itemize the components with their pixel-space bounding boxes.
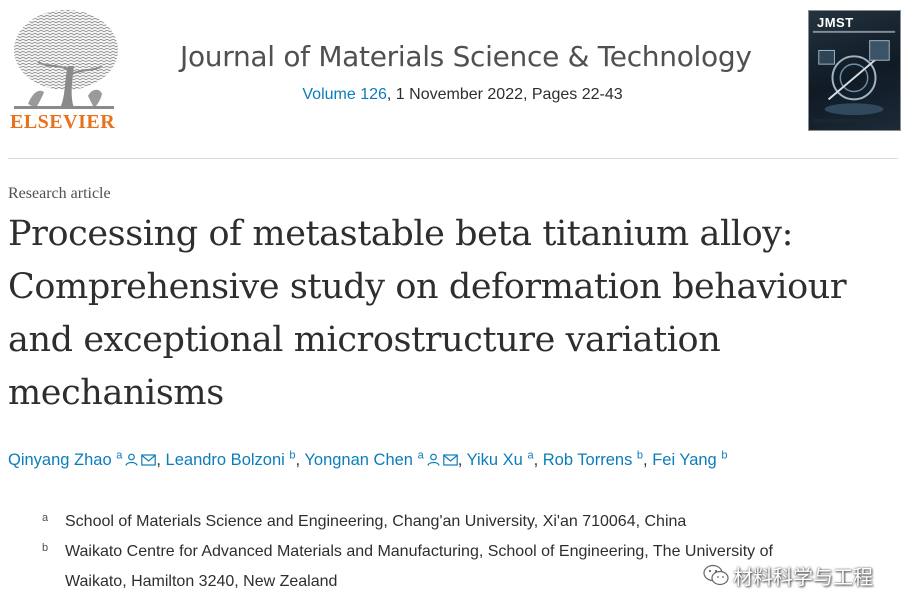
author-link[interactable]: Fei Yang b — [652, 449, 728, 469]
author-name: Rob Torrens — [542, 451, 633, 469]
journal-cover[interactable]: JMST — [808, 10, 901, 131]
article-type: Research article — [8, 185, 111, 202]
issue-details: , 1 November 2022, Pages 22-43 — [386, 86, 623, 103]
author-link[interactable]: Qinyang Zhao a — [8, 449, 157, 469]
mail-icon[interactable] — [442, 454, 458, 466]
author-separator: , — [533, 451, 543, 469]
tree-logo-icon[interactable] — [8, 8, 118, 132]
author-separator: , — [643, 451, 653, 469]
person-icon[interactable] — [427, 453, 440, 466]
journal-header: ELSEVIER Journal of Materials Science & … — [0, 0, 912, 158]
author-name: Yongnan Chen — [304, 451, 413, 469]
author-link[interactable]: Yongnan Chen a — [304, 449, 458, 469]
author-name: Leandro Bolzoni — [165, 451, 285, 469]
author-affiliation-sup: a — [527, 449, 534, 462]
watermark-text: 材料科学与工程 — [733, 565, 873, 589]
author-affiliation-sup: b — [721, 449, 728, 462]
author-affiliation-sup: b — [636, 449, 644, 462]
author-affiliation-sup: a — [417, 449, 424, 462]
journal-title[interactable]: Journal of Materials Science & Technolog… — [180, 40, 752, 73]
author-name: Fei Yang — [652, 451, 717, 469]
author-link[interactable]: Rob Torrens b — [542, 449, 644, 469]
affiliation-label: a — [42, 512, 49, 524]
affiliation-text: School of Materials Science and Engineer… — [65, 513, 687, 530]
author-separator: , — [295, 451, 305, 469]
affiliation-text: Waikato, Hamilton 3240, New Zealand — [65, 573, 338, 590]
volume-link[interactable]: Volume 126 — [302, 86, 387, 103]
author-list: Qinyang Zhao a, Leandro Bolzoni b, Yongn… — [8, 449, 908, 470]
mail-icon[interactable] — [141, 454, 157, 466]
cover-label: JMST — [817, 15, 854, 30]
journal-issue-info: Volume 126, 1 November 2022, Pages 22-43 — [180, 86, 745, 104]
affiliation-label: b — [42, 542, 49, 554]
publisher-name: ELSEVIER — [10, 111, 116, 133]
watermark: 材料科学与工程 — [703, 559, 893, 589]
wechat-icon — [703, 564, 729, 586]
affiliation-text: Waikato Centre for Advanced Materials an… — [65, 543, 773, 560]
author-link[interactable]: Leandro Bolzoni b — [165, 449, 296, 469]
header-divider — [8, 158, 898, 159]
author-name: Qinyang Zhao — [8, 451, 112, 469]
author-separator: , — [156, 451, 166, 469]
journal-cover-icon — [812, 30, 896, 123]
author-affiliation-sup: a — [116, 449, 123, 462]
author-name: Yiku Xu — [466, 451, 523, 469]
author-affiliation-sup: b — [289, 449, 296, 462]
author-link[interactable]: Yiku Xu a — [466, 449, 534, 469]
person-icon[interactable] — [125, 453, 138, 466]
article-title: Processing of metastable beta titanium a… — [8, 214, 847, 413]
author-separator: , — [457, 451, 467, 469]
